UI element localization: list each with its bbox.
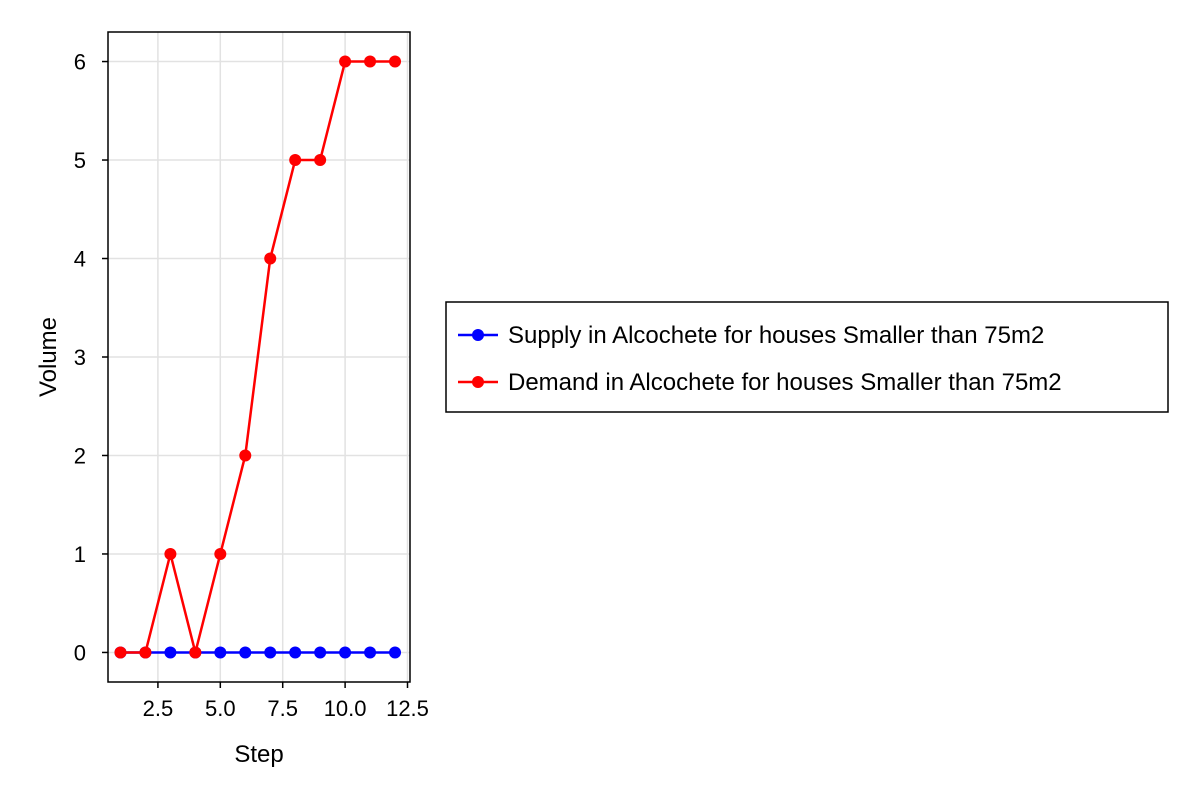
x-axis-label: Step xyxy=(234,741,283,768)
legend-box xyxy=(445,301,1169,413)
data-point xyxy=(189,646,202,659)
y-tick-label: 1 xyxy=(74,542,86,567)
data-point xyxy=(214,547,227,560)
data-point xyxy=(164,547,177,560)
x-tick-label: 7.5 xyxy=(267,696,298,721)
legend-marker xyxy=(472,329,484,341)
x-tick-label: 12.5 xyxy=(386,696,429,721)
data-point xyxy=(364,55,377,68)
data-point xyxy=(239,449,252,462)
y-tick-label: 3 xyxy=(74,345,86,370)
legend-label: Supply in Alcochete for houses Smaller t… xyxy=(508,322,1044,349)
data-point xyxy=(364,646,377,659)
data-point xyxy=(114,646,127,659)
legend: Supply in Alcochete for houses Smaller t… xyxy=(445,301,1169,413)
y-tick-label: 4 xyxy=(74,247,86,272)
y-axis-label: Volume xyxy=(35,317,62,397)
data-point xyxy=(314,646,327,659)
data-point xyxy=(264,646,277,659)
data-point xyxy=(314,154,327,167)
x-tick-label: 10.0 xyxy=(324,696,367,721)
y-tick-label: 6 xyxy=(74,50,86,75)
data-point xyxy=(164,646,177,659)
data-point xyxy=(389,646,402,659)
x-tick-label: 2.5 xyxy=(143,696,174,721)
y-tick-label: 5 xyxy=(74,148,86,173)
legend-marker xyxy=(472,376,484,388)
data-point xyxy=(139,646,152,659)
x-tick-label: 5.0 xyxy=(205,696,236,721)
data-point xyxy=(339,646,352,659)
data-point xyxy=(214,646,227,659)
data-point xyxy=(389,55,402,68)
y-axis: 0 1 2 3 4 5 6 xyxy=(74,50,108,665)
plot-series xyxy=(114,55,402,659)
data-point xyxy=(264,252,277,265)
y-tick-label: 0 xyxy=(74,640,86,665)
data-point xyxy=(339,55,352,68)
data-point xyxy=(239,646,252,659)
legend-label: Demand in Alcochete for houses Smaller t… xyxy=(508,369,1062,396)
data-point xyxy=(289,646,302,659)
data-point xyxy=(289,154,302,167)
x-axis: 2.5 5.0 7.5 10.0 12.5 xyxy=(143,682,429,721)
y-tick-label: 2 xyxy=(74,443,86,468)
